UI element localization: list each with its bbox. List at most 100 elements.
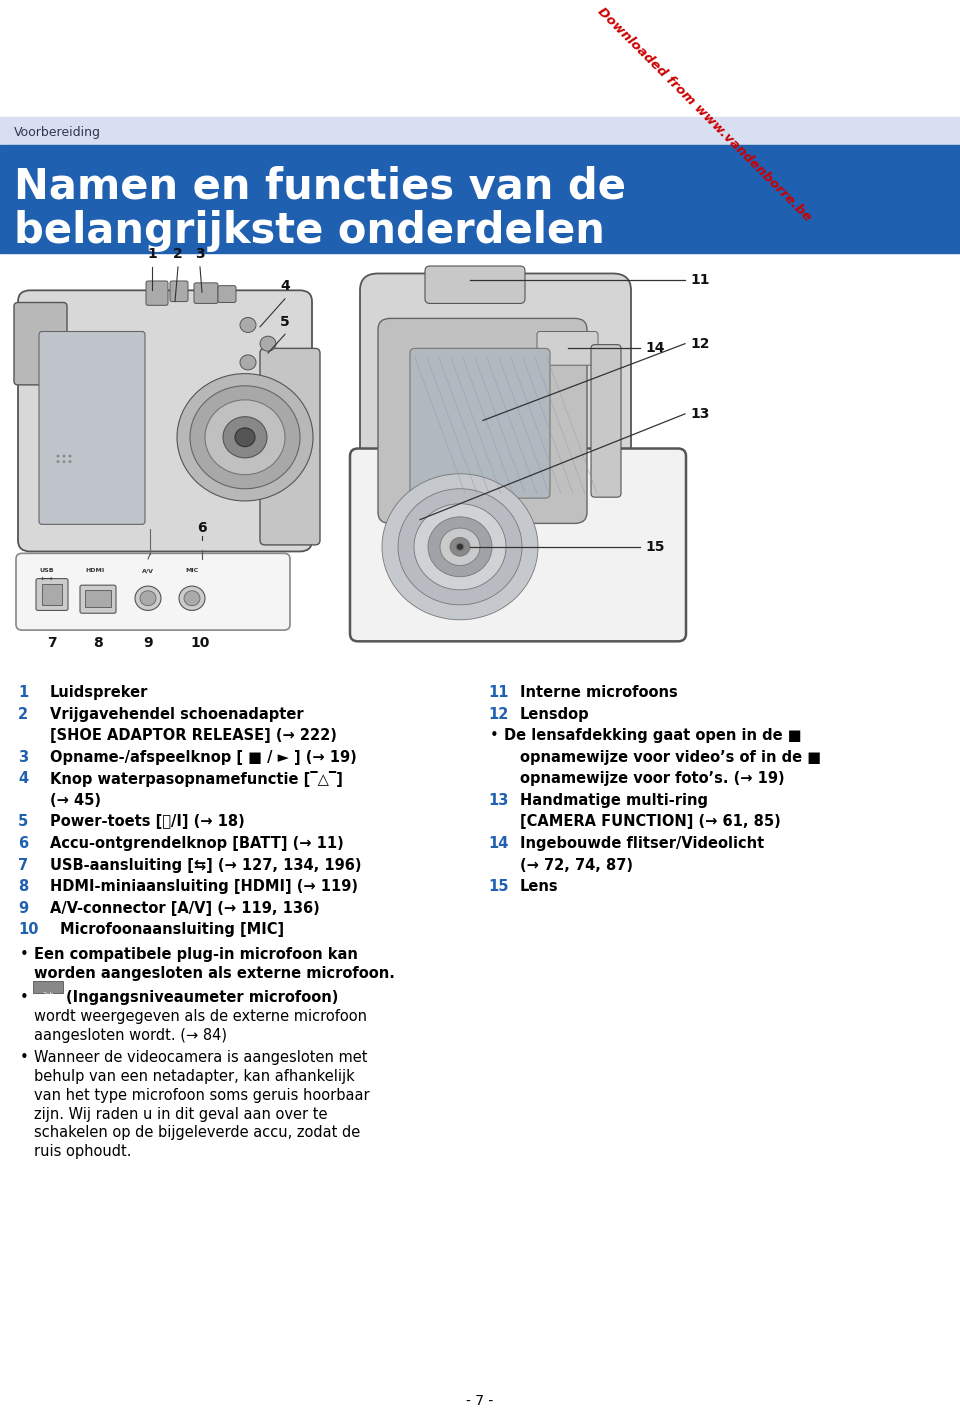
Text: [CAMERA FUNCTION] (→ 61, 85): [CAMERA FUNCTION] (→ 61, 85)	[520, 814, 780, 830]
Text: Interne microfoons: Interne microfoons	[520, 685, 678, 701]
Text: aangesloten wordt. (→ 84): aangesloten wordt. (→ 84)	[34, 1027, 227, 1043]
Circle shape	[179, 585, 205, 611]
FancyBboxPatch shape	[16, 553, 290, 630]
Text: 8: 8	[93, 637, 103, 651]
FancyBboxPatch shape	[218, 286, 236, 303]
Text: Downloaded from www.vandenborre.be: Downloaded from www.vandenborre.be	[595, 6, 814, 225]
Text: USB: USB	[39, 568, 55, 573]
Text: 14: 14	[645, 341, 664, 355]
Circle shape	[68, 455, 71, 458]
Text: MIC: MIC	[185, 568, 199, 573]
Text: 9: 9	[143, 637, 153, 651]
Text: Power-toets [⏻/I] (→ 18): Power-toets [⏻/I] (→ 18)	[50, 814, 245, 830]
Text: A/V-connector [A/V] (→ 119, 136): A/V-connector [A/V] (→ 119, 136)	[50, 901, 320, 915]
FancyBboxPatch shape	[146, 281, 168, 306]
Circle shape	[414, 503, 506, 590]
Text: wordt weergegeven als de externe microfoon: wordt weergegeven als de externe microfo…	[34, 1009, 367, 1025]
Circle shape	[57, 455, 60, 458]
Text: Knop waterpasopnamefunctie [‾△‾]: Knop waterpasopnamefunctie [‾△‾]	[50, 772, 343, 787]
Text: 1: 1	[147, 247, 156, 261]
Text: HDMI-miniaansluiting [HDMI] (→ 119): HDMI-miniaansluiting [HDMI] (→ 119)	[50, 880, 358, 894]
Text: - 7 -: - 7 -	[467, 1394, 493, 1408]
Text: 12: 12	[690, 337, 709, 351]
Text: ruis ophoudt.: ruis ophoudt.	[34, 1144, 132, 1160]
Text: 13: 13	[690, 406, 709, 421]
Text: behulp van een netadapter, kan afhankelijk: behulp van een netadapter, kan afhankeli…	[34, 1069, 355, 1084]
FancyBboxPatch shape	[80, 585, 116, 614]
Text: 10: 10	[18, 922, 38, 936]
Text: Opname-/afspeelknop [ ■ / ► ] (→ 19): Opname-/afspeelknop [ ■ / ► ] (→ 19)	[50, 750, 357, 764]
FancyBboxPatch shape	[14, 303, 67, 385]
Text: •: •	[20, 948, 29, 962]
FancyBboxPatch shape	[591, 345, 621, 497]
Circle shape	[440, 529, 480, 566]
FancyBboxPatch shape	[33, 980, 63, 993]
Text: 3: 3	[18, 750, 28, 764]
Text: zijn. Wij raden u in dit geval aan over te: zijn. Wij raden u in dit geval aan over …	[34, 1107, 327, 1121]
Text: 5: 5	[280, 314, 290, 328]
Circle shape	[457, 544, 463, 550]
Text: 10: 10	[190, 637, 209, 651]
Text: USB-aansluiting [⇆] (→ 127, 134, 196): USB-aansluiting [⇆] (→ 127, 134, 196)	[50, 857, 362, 872]
Text: •: •	[20, 1050, 29, 1066]
Circle shape	[235, 428, 255, 446]
FancyBboxPatch shape	[36, 578, 68, 611]
Text: (Ingangsniveaumeter microfoon): (Ingangsniveaumeter microfoon)	[66, 990, 338, 1006]
Text: (→ 45): (→ 45)	[50, 793, 101, 809]
Circle shape	[205, 399, 285, 475]
Circle shape	[240, 355, 256, 369]
FancyBboxPatch shape	[18, 290, 312, 551]
Text: 9: 9	[18, 901, 28, 915]
Text: 14: 14	[488, 836, 509, 851]
Circle shape	[450, 537, 470, 556]
FancyBboxPatch shape	[85, 590, 111, 607]
Text: •: •	[490, 729, 499, 743]
Circle shape	[382, 473, 538, 620]
Text: 12: 12	[488, 706, 509, 722]
FancyBboxPatch shape	[350, 449, 686, 641]
Text: Accu-ontgrendelknop [BATT] (→ 11): Accu-ontgrendelknop [BATT] (→ 11)	[50, 836, 344, 851]
Text: opnamewijze voor foto’s. (→ 19): opnamewijze voor foto’s. (→ 19)	[520, 772, 784, 786]
Circle shape	[135, 585, 161, 611]
Text: [SHOE ADAPTOR RELEASE] (→ 222): [SHOE ADAPTOR RELEASE] (→ 222)	[50, 729, 337, 743]
Text: 2: 2	[173, 247, 182, 261]
Text: 15: 15	[645, 540, 664, 554]
FancyBboxPatch shape	[425, 266, 525, 304]
Circle shape	[240, 317, 256, 333]
Text: opnamewijze voor video’s of in de ■: opnamewijze voor video’s of in de ■	[520, 750, 821, 764]
Circle shape	[456, 543, 464, 550]
Text: 5: 5	[18, 814, 28, 830]
Text: Microfoonaansluiting [MIC]: Microfoonaansluiting [MIC]	[60, 922, 284, 936]
Text: 2: 2	[18, 706, 28, 722]
Text: 3: 3	[195, 247, 204, 261]
Circle shape	[68, 460, 71, 463]
Text: Lens: Lens	[520, 880, 559, 894]
Text: schakelen op de bijgeleverde accu, zodat de: schakelen op de bijgeleverde accu, zodat…	[34, 1125, 360, 1140]
FancyBboxPatch shape	[194, 283, 218, 304]
Circle shape	[184, 591, 200, 605]
Bar	[0, 145, 960, 253]
Text: Lensdop: Lensdop	[520, 706, 589, 722]
Circle shape	[62, 455, 65, 458]
Text: Vrijgavehendel schoenadapter: Vrijgavehendel schoenadapter	[50, 706, 303, 722]
Circle shape	[177, 374, 313, 502]
FancyBboxPatch shape	[410, 348, 550, 499]
Text: Ingebouwde flitser/Videolicht: Ingebouwde flitser/Videolicht	[520, 836, 764, 851]
Text: •: •	[20, 990, 29, 1006]
Text: Voorbereiding: Voorbereiding	[14, 125, 101, 139]
Circle shape	[398, 489, 522, 605]
Bar	[0, 117, 960, 145]
Text: worden aangesloten als externe microfoon.: worden aangesloten als externe microfoon…	[34, 966, 395, 980]
Circle shape	[57, 460, 60, 463]
Text: Luidspreker: Luidspreker	[50, 685, 149, 701]
FancyBboxPatch shape	[42, 584, 62, 605]
Circle shape	[140, 591, 156, 605]
Text: 6: 6	[18, 836, 28, 851]
Text: 11: 11	[690, 273, 709, 287]
Text: (→ 72, 74, 87): (→ 72, 74, 87)	[520, 857, 633, 872]
Text: 8: 8	[18, 880, 28, 894]
FancyBboxPatch shape	[378, 318, 587, 523]
Text: 1: 1	[18, 685, 28, 701]
Circle shape	[392, 507, 412, 526]
Text: 15: 15	[488, 880, 509, 894]
